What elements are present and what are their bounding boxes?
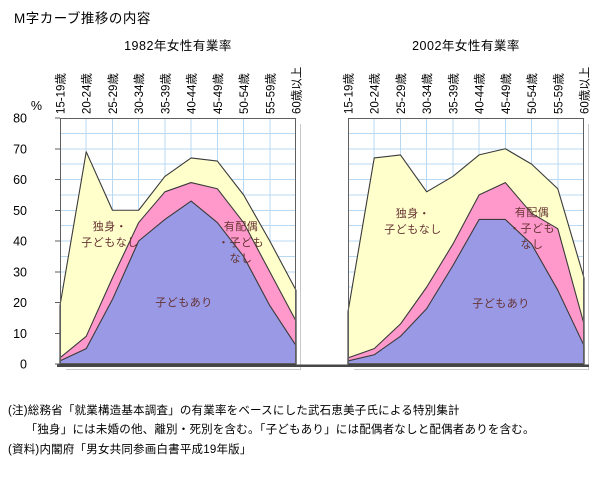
plot-border [60, 118, 296, 364]
y-tick-label: 0 [20, 358, 27, 372]
x-category-label: 50-54歳 [526, 73, 539, 114]
area-label-married-no-children: 有配偶 ・子ども なし [218, 221, 264, 265]
y-tick-label: 20 [13, 296, 27, 310]
x-category-label: 20-24歳 [81, 73, 94, 114]
x-category-label: 55-59歳 [264, 73, 277, 114]
x-category-label: 40-44歳 [186, 73, 199, 114]
area-label-married-no-children: 有配偶 ・子ども なし [509, 207, 555, 251]
chart-title-1982: 1982年女性有業率 [124, 39, 232, 53]
x-category-label: 15-19歳 [343, 73, 356, 114]
chart-title-2002: 2002年女性有業率 [412, 39, 520, 53]
x-category-label: 60歳以上 [579, 67, 592, 114]
y-tick-label: 70 [13, 142, 27, 156]
x-category-label: 20-24歳 [369, 73, 382, 114]
area-label-single-no-children: 独身・ 子どもなし [81, 221, 139, 249]
area-label-with-children: 子どもあり [155, 297, 213, 309]
y-tick-label: 30 [13, 265, 27, 279]
x-category-label: 50-54歳 [238, 73, 251, 114]
x-category-label: 45-49歳 [500, 73, 513, 114]
x-category-label: 25-29歳 [107, 73, 120, 114]
x-category-label: 30-34歳 [421, 73, 434, 114]
y-tick-label: 80 [13, 112, 27, 126]
x-category-label: 35-39歳 [447, 73, 460, 114]
x-category-label: 45-49歳 [212, 73, 225, 114]
note-line-3: (資料)内閣府「男女共同参画白書平成19年版」 [8, 444, 252, 456]
page-title: M字カーブ推移の内容 [14, 11, 151, 26]
plot-border [348, 118, 584, 364]
area-label-single-no-children: 独身・ 子どもなし [384, 208, 442, 236]
y-tick-label: 50 [13, 204, 27, 218]
x-category-label: 15-19歳 [55, 73, 68, 114]
x-category-label: 25-29歳 [395, 73, 408, 114]
note-line-2: 「独身」には未婚の他、離別・死別を含む。「子どもあり」には配偶者なしと配偶者あり… [8, 424, 535, 436]
y-tick-label: 40 [13, 235, 27, 249]
x-category-label: 30-34歳 [133, 73, 146, 114]
y-axis-unit-label: % [30, 99, 42, 113]
x-category-label: 35-39歳 [159, 73, 172, 114]
x-category-label: 60歳以上 [291, 67, 304, 114]
y-tick-label: 10 [13, 327, 27, 341]
x-category-label: 55-59歳 [552, 73, 565, 114]
y-tick-label: 60 [13, 173, 27, 187]
area-label-with-children: 子どもあり [472, 298, 530, 310]
note-line-1: (注)総務省「就業構造基本調査」の有業率をベースにした武石恵美子氏による特別集計 [8, 405, 460, 417]
x-category-label: 40-44歳 [474, 73, 487, 114]
